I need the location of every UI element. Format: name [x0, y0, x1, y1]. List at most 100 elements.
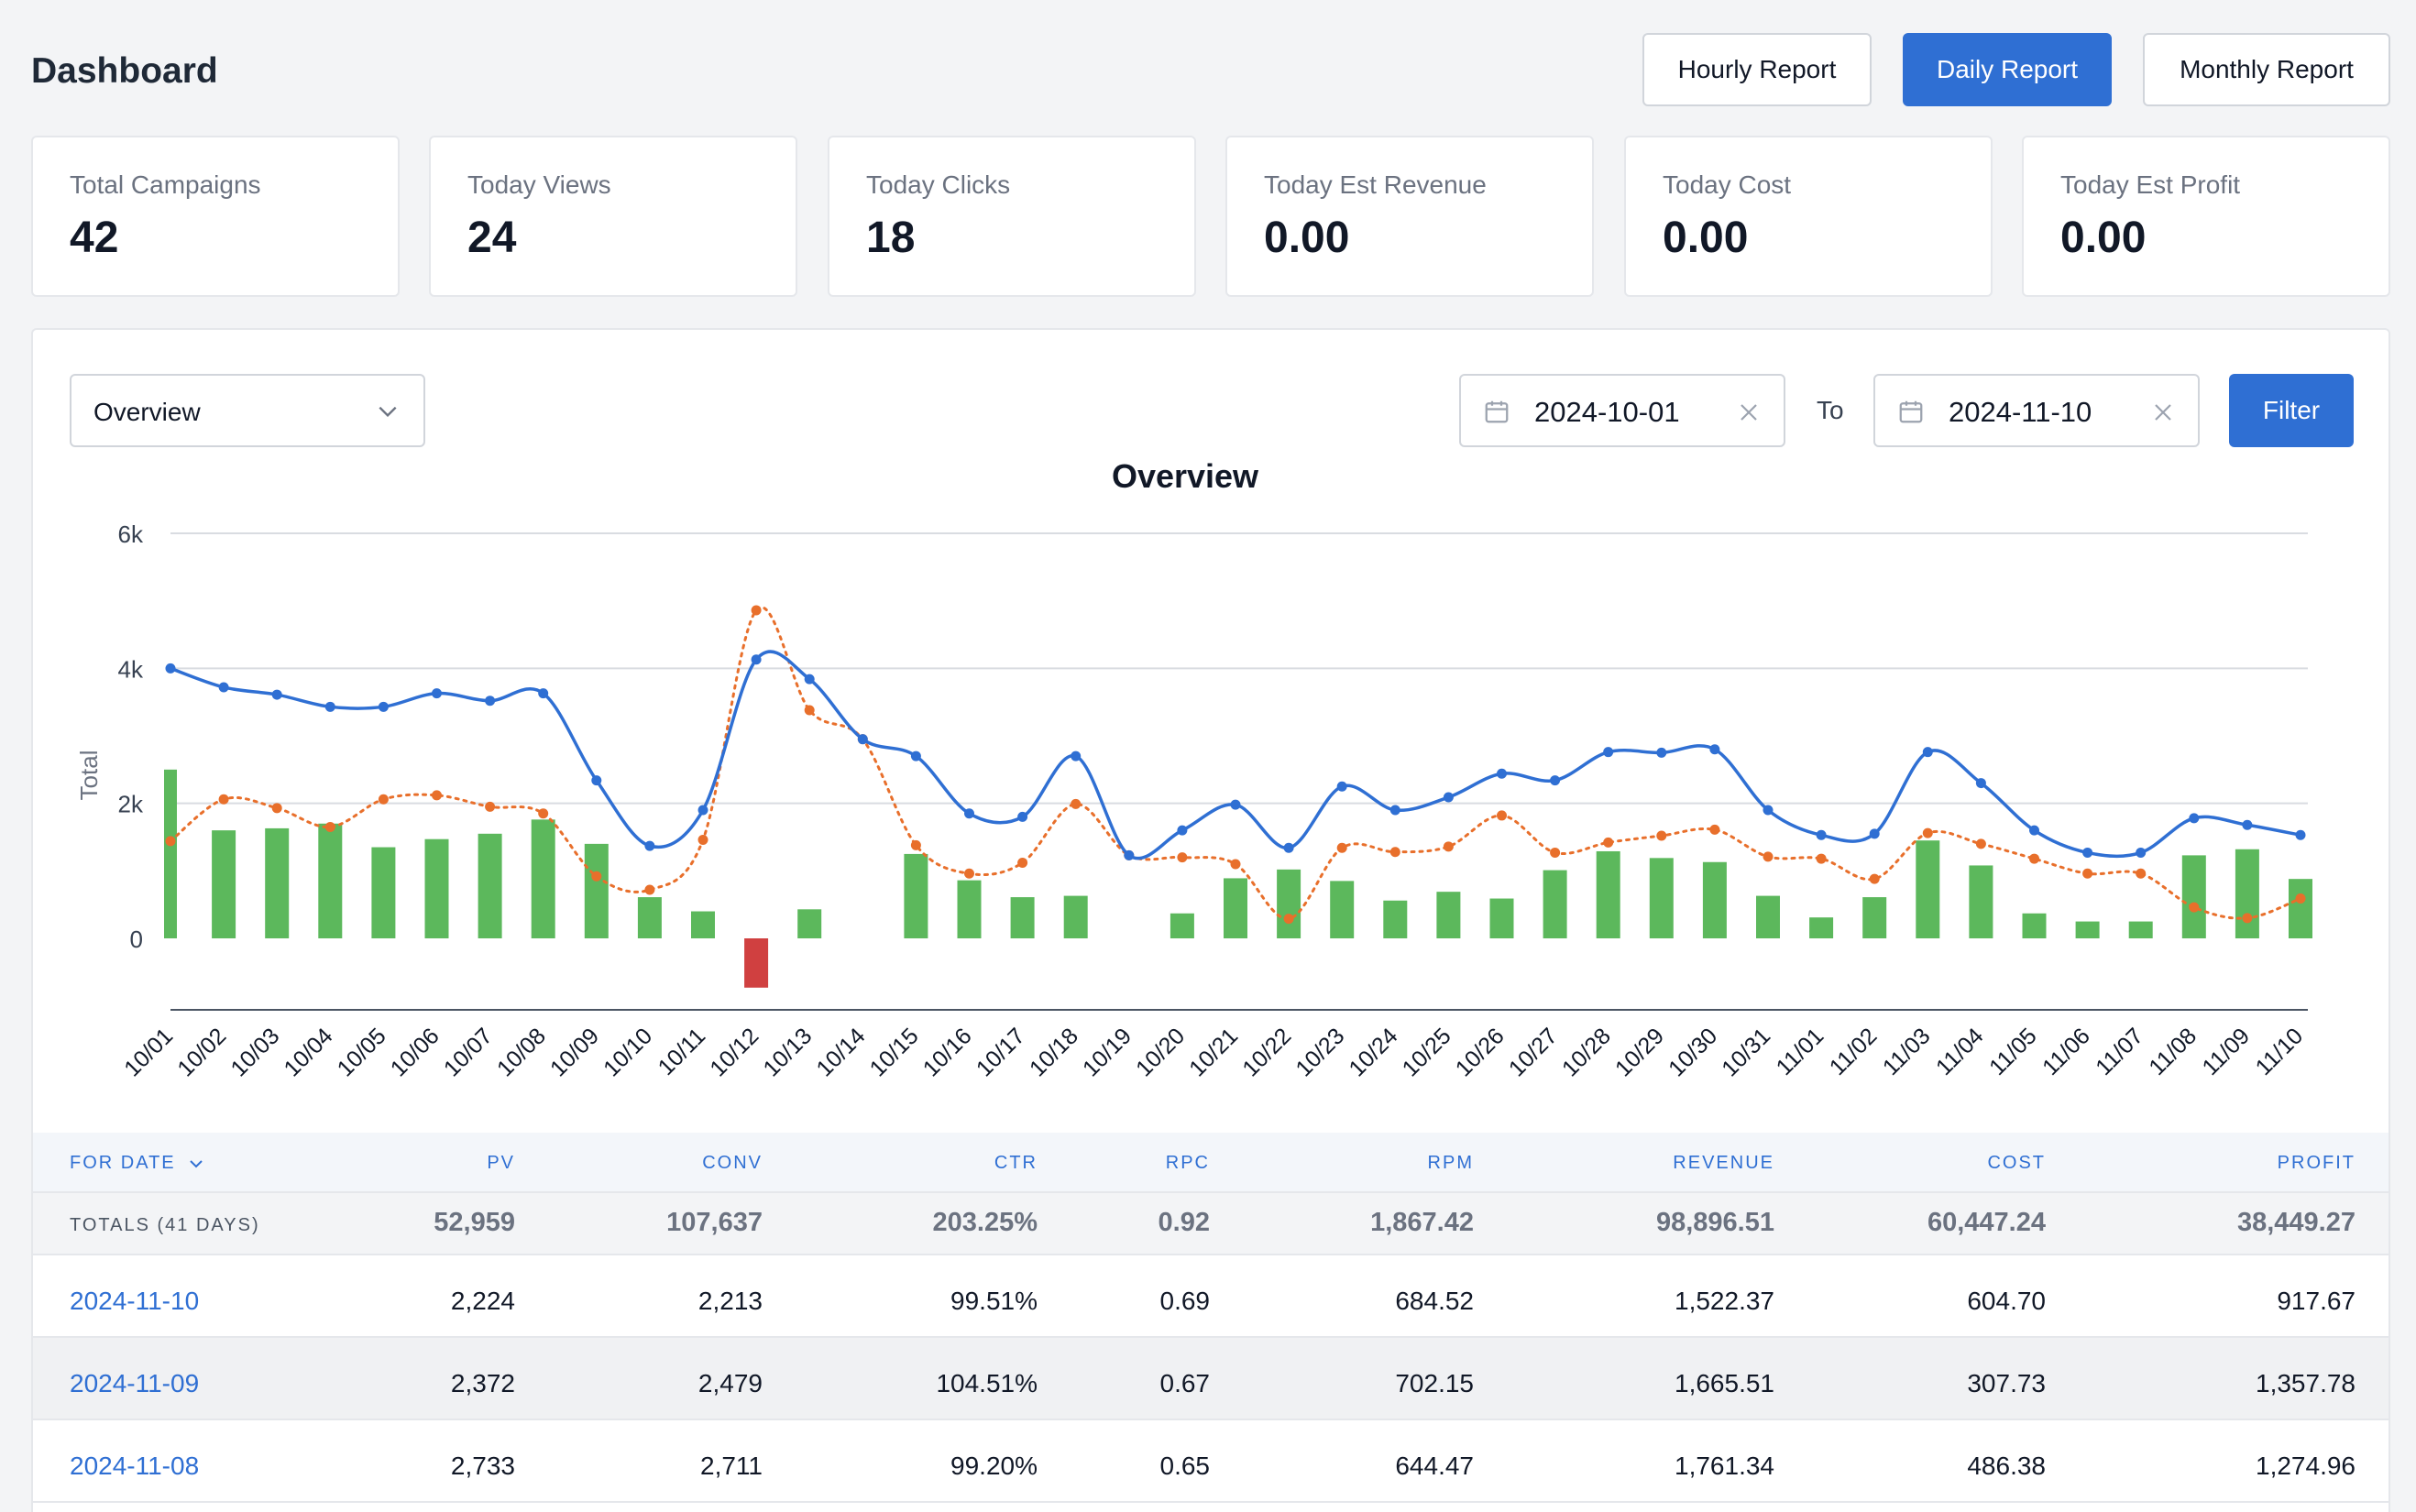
close-icon[interactable] — [2152, 401, 2174, 423]
data-point-blue — [910, 751, 921, 761]
column-header-ctr[interactable]: CTR — [994, 1153, 1038, 1173]
column-header-rpc[interactable]: RPC — [1165, 1153, 1210, 1173]
data-point-blue — [324, 701, 335, 712]
stat-card-today-est-profit: Today Est Profit 0.00 — [2022, 136, 2390, 297]
row-cost: 486.38 — [1967, 1452, 2046, 1480]
stat-value: 0.00 — [2060, 214, 2147, 262]
stat-value: 18 — [866, 214, 916, 262]
x-tick-label: 10/09 — [545, 1023, 604, 1081]
data-point-orange — [1071, 798, 1082, 809]
y-tick-label: 0 — [130, 926, 143, 953]
column-header-conv[interactable]: CONV — [702, 1153, 763, 1173]
bar — [744, 938, 769, 988]
series-line-blue — [170, 650, 2301, 860]
totals-cost: 60,447.24 — [1927, 1208, 2046, 1237]
data-point-blue — [538, 688, 549, 699]
stat-value: 24 — [467, 214, 517, 262]
data-point-orange — [271, 803, 282, 814]
data-point-orange — [1922, 827, 1933, 838]
bar — [371, 847, 396, 938]
x-tick-label: 10/25 — [1398, 1023, 1456, 1081]
row-cost: 604.70 — [1967, 1287, 2046, 1315]
x-tick-label: 10/30 — [1664, 1023, 1722, 1081]
row-rpm: 702.15 — [1395, 1369, 1474, 1397]
data-point-orange — [1497, 810, 1507, 821]
calendar-icon — [1899, 400, 1923, 423]
row-date-link[interactable]: 2024-11-10 — [70, 1287, 200, 1315]
column-header-for-date[interactable]: FOR DATE — [70, 1153, 204, 1174]
monthly-report-button[interactable]: Monthly Report — [2143, 33, 2390, 106]
bar — [318, 823, 343, 938]
bar — [212, 830, 236, 938]
row-date-link[interactable]: 2024-11-09 — [70, 1369, 200, 1397]
page-title: Dashboard — [31, 51, 218, 91]
bar — [1224, 878, 1247, 938]
y-tick-label: 6k — [118, 520, 144, 548]
column-header-profit[interactable]: PROFIT — [2277, 1153, 2356, 1173]
totals-row: TOTALS (41 DAYS) 52,959 107,637 203.25% … — [33, 1193, 2389, 1255]
daily-report-button[interactable]: Daily Report — [1903, 33, 2112, 106]
bar — [2075, 921, 2100, 938]
data-point-orange — [2029, 853, 2039, 864]
bar — [1702, 861, 1727, 938]
data-point-orange — [1336, 842, 1347, 853]
data-point-orange — [1656, 830, 1667, 841]
bar — [1277, 869, 1301, 938]
data-point-blue — [1283, 842, 1294, 853]
x-tick-label: 11/04 — [1931, 1023, 1989, 1080]
overview-chart: Overview 6k 4k 2k 0 Total 10/0110/0210/0310/04… — [75, 457, 2312, 1081]
chevron-down-icon — [190, 1160, 203, 1168]
y-tick-label: 2k — [118, 791, 144, 818]
bar — [531, 819, 555, 938]
data-point-blue — [2242, 819, 2253, 830]
totals-profit: 38,449.27 — [2236, 1208, 2356, 1237]
bar — [1330, 881, 1355, 938]
x-tick-label: 10/31 — [1717, 1023, 1775, 1081]
stat-value: 0.00 — [1264, 214, 1350, 262]
x-tick-label: 10/29 — [1610, 1023, 1669, 1081]
data-point-orange — [1177, 852, 1188, 863]
data-point-blue — [1550, 775, 1561, 786]
data-point-orange — [1389, 847, 1400, 858]
x-tick-label: 10/07 — [439, 1023, 498, 1081]
view-select[interactable]: Overview — [70, 374, 425, 447]
data-point-orange — [1763, 851, 1774, 862]
data-point-orange — [218, 794, 229, 805]
stat-card-today-est-revenue: Today Est Revenue 0.00 — [1225, 136, 1594, 297]
column-header-pv[interactable]: PV — [487, 1153, 515, 1173]
x-tick-label: 10/21 — [1184, 1023, 1243, 1081]
start-date-value: 2024-10-01 — [1534, 396, 1680, 428]
column-header-revenue[interactable]: REVENUE — [1673, 1153, 1774, 1173]
data-point-orange — [2082, 868, 2093, 879]
stat-value: 0.00 — [1663, 214, 1749, 262]
column-header-cost[interactable]: COST — [1987, 1153, 2046, 1173]
data-point-blue — [964, 808, 974, 819]
filter-button[interactable]: Filter — [2229, 374, 2354, 447]
data-point-orange — [378, 794, 389, 805]
x-tick-label: 10/28 — [1557, 1023, 1616, 1081]
row-revenue: 1,761.34 — [1675, 1452, 1774, 1480]
start-date-input[interactable]: 2024-10-01 — [1459, 374, 1785, 447]
view-select-value: Overview — [93, 398, 201, 426]
data-point-blue — [165, 663, 176, 674]
data-point-blue — [1763, 805, 1774, 816]
stat-card-today-views: Today Views 24 — [429, 136, 797, 297]
end-date-input[interactable]: 2024-11-10 — [1873, 374, 2200, 447]
data-point-orange — [697, 834, 708, 845]
x-tick-label: 10/03 — [225, 1023, 284, 1081]
x-tick-label: 10/06 — [386, 1023, 445, 1081]
row-revenue: 1,522.37 — [1675, 1287, 1774, 1315]
row-ctr: 99.51% — [950, 1287, 1038, 1315]
bar — [584, 843, 609, 938]
data-point-blue — [432, 688, 442, 699]
table-header: FOR DATE PV CONV CTR RPC RPM REVENUE COS… — [33, 1133, 2389, 1193]
close-icon[interactable] — [1738, 401, 1760, 423]
x-tick-label: 10/22 — [1237, 1023, 1296, 1081]
column-header-rpm[interactable]: RPM — [1427, 1153, 1474, 1173]
row-date-link[interactable]: 2024-11-08 — [70, 1452, 200, 1480]
bar — [1862, 897, 1887, 938]
hourly-report-button[interactable]: Hourly Report — [1642, 33, 1872, 106]
data-point-orange — [591, 871, 602, 882]
bar — [691, 911, 715, 938]
bar — [1436, 892, 1461, 938]
